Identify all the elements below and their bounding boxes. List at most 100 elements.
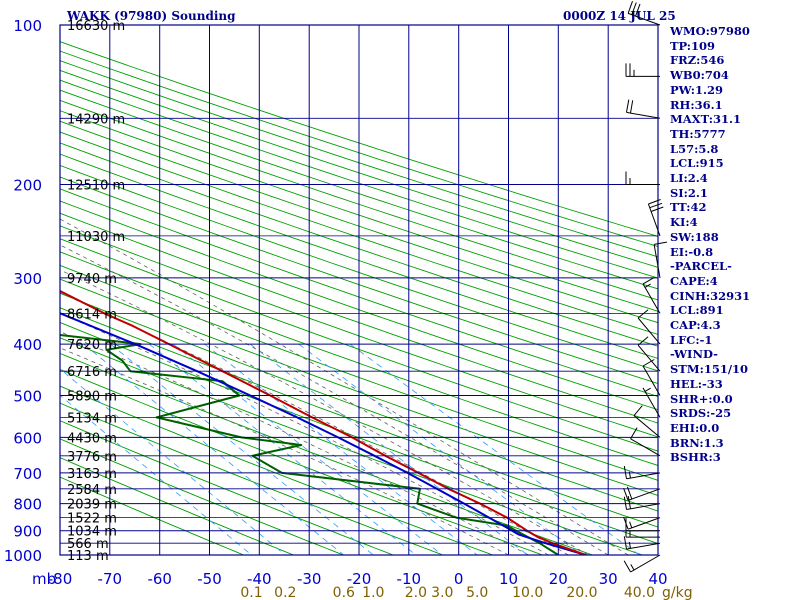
- height-label: 113 m: [67, 549, 109, 564]
- pressure-tick-label: 900: [13, 523, 42, 541]
- index-item: STM:151/10: [670, 362, 749, 377]
- barb-feather: [649, 202, 663, 209]
- dewpoint-line: [60, 333, 559, 555]
- temperature-tick-label: -40: [247, 570, 272, 588]
- index-item: LCL:915: [670, 156, 724, 171]
- barb-half-feather: [630, 564, 635, 571]
- height-label: 2584 m: [67, 483, 117, 498]
- index-item: BSHR:3: [670, 450, 721, 465]
- barb-feather: [627, 495, 631, 509]
- wind-barb: [623, 486, 661, 501]
- index-item: TT:42: [670, 200, 707, 215]
- index-item: EI:-0.8: [670, 244, 714, 259]
- mixing-ratio-label: 10.0: [512, 585, 543, 600]
- wind-barb: [637, 336, 661, 372]
- barb-staff: [642, 387, 661, 418]
- barb-staff: [633, 415, 661, 438]
- index-item: MAXT:31.1: [670, 112, 741, 127]
- index-item: SRDS:-25: [670, 406, 732, 421]
- moist-adiabat: [60, 269, 589, 555]
- mixing-ratio-label: 5.0: [466, 585, 488, 600]
- index-item: CINH:32931: [670, 288, 751, 303]
- barb-feather: [630, 100, 634, 114]
- temperature-tick-label: -70: [98, 570, 123, 588]
- height-label: 5890 m: [67, 390, 117, 405]
- barb-feather: [623, 465, 627, 479]
- pressure-tick-label: 1000: [4, 547, 42, 565]
- barb-feather: [623, 488, 629, 501]
- dry-adiabat: [60, 41, 658, 237]
- wind-barb: [625, 63, 660, 77]
- mixing-ratio-unit: g/kg: [662, 585, 693, 600]
- pressure-unit-label: mb: [32, 570, 56, 588]
- temperature-tick-label: -20: [347, 570, 372, 588]
- barb-half-feather: [644, 283, 651, 288]
- barb-feather: [631, 2, 637, 15]
- index-item: SW:188: [670, 229, 719, 244]
- wind-barb: [625, 171, 660, 185]
- barb-feather: [623, 536, 627, 550]
- pressure-tick-label: 500: [13, 388, 42, 406]
- barb-staff: [627, 517, 661, 530]
- pressure-tick-label: 200: [13, 177, 42, 195]
- index-item: LFC:-1: [670, 332, 713, 347]
- barb-feather: [650, 206, 664, 212]
- temperature-tick-label: 10: [499, 570, 518, 588]
- mixing-ratio-label: 1.0: [362, 585, 384, 600]
- height-label: 2039 m: [67, 498, 117, 513]
- pressure-tick-label: 700: [13, 465, 42, 483]
- barb-staff: [642, 283, 661, 314]
- wind-barb: [630, 427, 661, 457]
- barb-feather: [623, 560, 632, 573]
- index-item: EHI:0.0: [670, 420, 720, 435]
- index-item: BRN:1.3: [670, 435, 724, 450]
- mixing-ratio-label: 40.0: [624, 585, 655, 600]
- barb-feather: [642, 276, 655, 285]
- barb-staff: [630, 554, 661, 573]
- plot-area: [60, 41, 658, 555]
- mixing-ratio-label: 3.0: [431, 585, 453, 600]
- mixing-ratio-label: 0.6: [333, 585, 355, 600]
- temperature-tick-label: 20: [549, 570, 568, 588]
- barb-staff: [630, 438, 661, 457]
- mixing-ratio-label: 0.1: [240, 585, 262, 600]
- index-item: RH:36.1: [670, 97, 723, 112]
- height-label: 5134 m: [67, 411, 117, 426]
- index-item: KI:4: [670, 215, 698, 230]
- height-label: 3776 m: [67, 450, 117, 465]
- barb-half-feather: [629, 521, 633, 529]
- index-item: CAP:4.3: [670, 318, 721, 333]
- height-label: 6716 m: [67, 365, 117, 380]
- barb-staff: [626, 503, 661, 510]
- mixing-ratio-line: [298, 343, 583, 555]
- barb-staff: [637, 344, 661, 372]
- temperature-tick-label: -80: [48, 570, 73, 588]
- wind-barb: [637, 309, 661, 345]
- temperature-tick-label: -30: [297, 570, 322, 588]
- wind-barb: [642, 387, 661, 418]
- mixing-ratio-label: 2.0: [405, 585, 427, 600]
- index-item: SHR+:0.0: [670, 391, 733, 406]
- index-item: SI:2.1: [670, 185, 708, 200]
- index-item: TP:109: [670, 38, 716, 53]
- barb-feather: [654, 241, 667, 245]
- barb-staff: [642, 365, 661, 396]
- dry-adiabat: [60, 438, 344, 555]
- temperature-tick-label: 40: [648, 570, 667, 588]
- pressure-tick-label: 400: [13, 336, 42, 354]
- barb-feather: [642, 359, 655, 367]
- mixing-ratio-label: 20.0: [566, 585, 597, 600]
- height-label: 1034 m: [67, 525, 117, 540]
- mixing-ratio-line: [204, 343, 478, 555]
- pressure-tick-label: 300: [13, 270, 42, 288]
- index-item: TH:5777: [670, 126, 726, 141]
- wind-barb: [653, 241, 667, 278]
- wind-barb: [623, 554, 661, 573]
- barb-staff: [627, 488, 661, 501]
- height-label: 14290 m: [67, 112, 125, 127]
- height-label: 3163 m: [67, 467, 117, 482]
- moist-adiabat: [60, 244, 609, 555]
- moist-adiabat: [60, 347, 509, 555]
- temperature-tick-label: 0: [454, 570, 464, 588]
